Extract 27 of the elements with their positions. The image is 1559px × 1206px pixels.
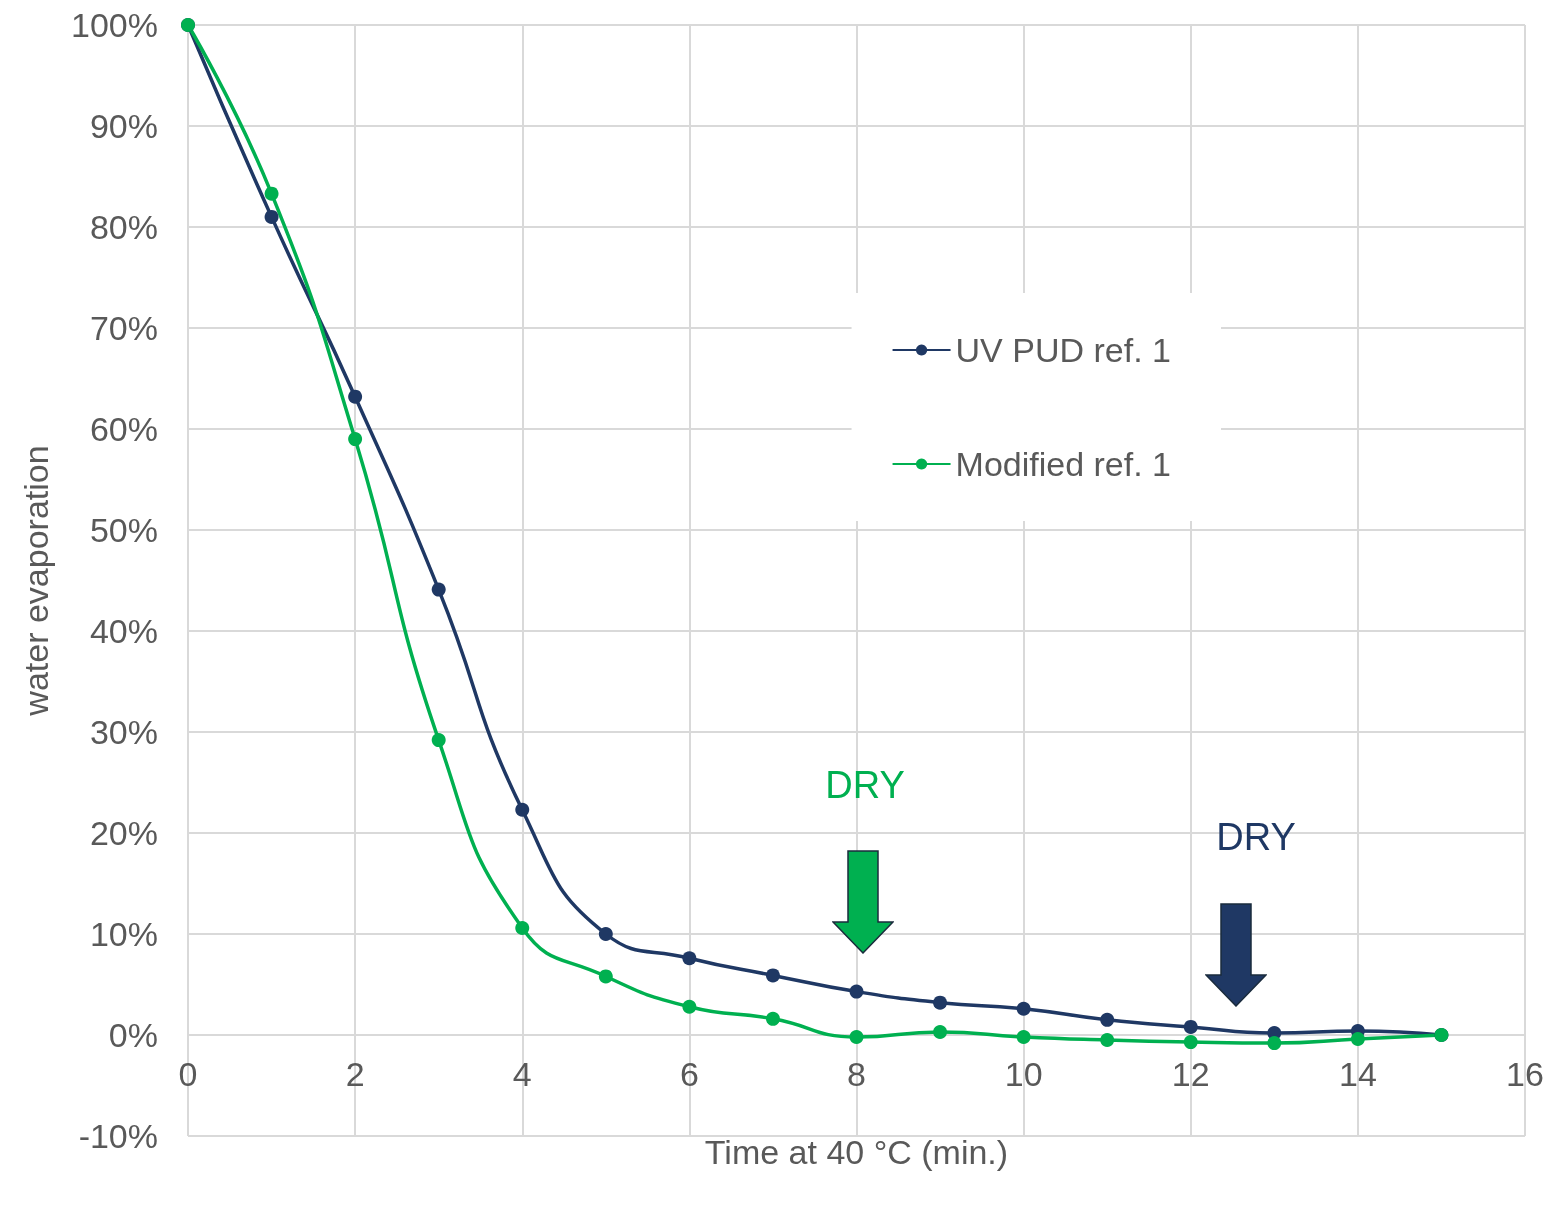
x-tick-label: 8 — [847, 1055, 866, 1093]
legend-label: UV PUD ref. 1 — [955, 331, 1171, 369]
x-tick-label: 0 — [178, 1055, 198, 1093]
y-tick-label: 30% — [89, 713, 158, 751]
y-tick-label: 70% — [89, 309, 158, 347]
x-tick-label: 16 — [1506, 1055, 1544, 1093]
x-tick-label: 4 — [512, 1055, 532, 1093]
annotation: DRY — [1216, 816, 1296, 858]
y-tick-label: 40% — [89, 612, 158, 650]
x-tick-label: 10 — [1004, 1055, 1043, 1093]
x-tick-label: 6 — [679, 1055, 699, 1093]
x-axis-title: Time at 40 °C (min.) — [704, 1133, 1009, 1171]
y-tick-label: 10% — [89, 915, 158, 953]
x-tick-label: 2 — [345, 1055, 365, 1093]
legend-label: Modified ref. 1 — [955, 445, 1172, 483]
y-tick-label: 80% — [89, 208, 158, 246]
y-tick-label: 90% — [89, 107, 158, 145]
x-tick-label: 14 — [1338, 1055, 1377, 1093]
annotation: DRY — [825, 764, 905, 806]
y-tick-label: 100% — [71, 6, 158, 44]
y-tick-label: 0% — [108, 1016, 158, 1054]
y-tick-label: 50% — [89, 511, 158, 549]
y-tick-label: -10% — [78, 1117, 158, 1155]
x-tick-label: 12 — [1171, 1055, 1210, 1093]
y-axis-title: water evaporation — [17, 445, 55, 717]
y-tick-label: 60% — [89, 410, 158, 448]
y-tick-label: 20% — [89, 814, 158, 852]
